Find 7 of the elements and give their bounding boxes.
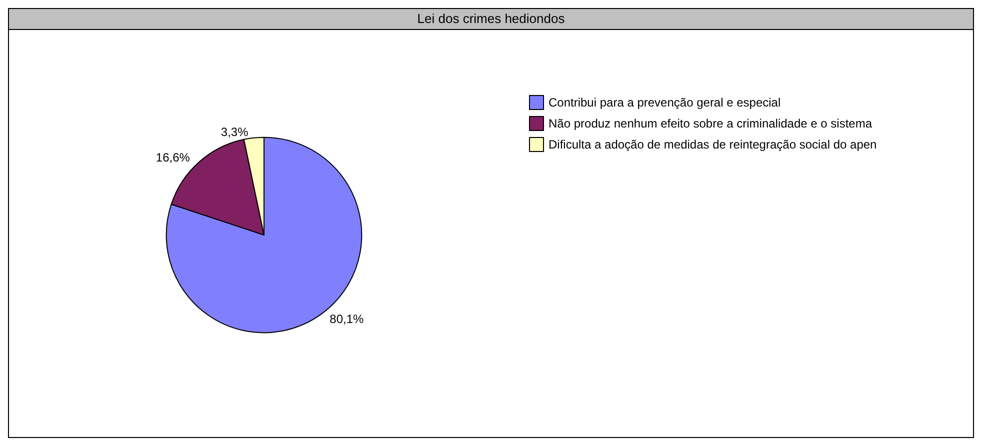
legend-label: Não produz nenhum efeito sobre a criminalidade e o sistema	[548, 116, 872, 130]
legend-label: Dificulta a adoção de medidas de reintegração social do apen	[548, 138, 877, 152]
legend-label: Contribui para a prevenção geral e especial	[548, 96, 781, 110]
data-label: 16,6%	[156, 150, 190, 165]
data-label: 80,1%	[330, 312, 364, 326]
chart-title: Lei dos crimes hediondos	[9, 9, 973, 30]
data-label: 3,3%	[220, 124, 249, 139]
